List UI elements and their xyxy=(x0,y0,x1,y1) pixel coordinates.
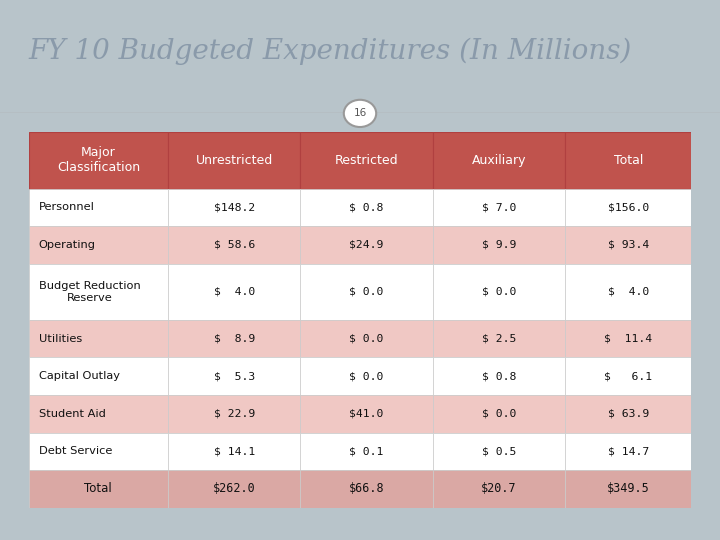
Text: $ 22.9: $ 22.9 xyxy=(214,409,255,419)
Bar xyxy=(168,132,300,188)
Text: $20.7: $20.7 xyxy=(481,482,517,495)
Text: $ 0.8: $ 0.8 xyxy=(482,371,516,381)
Bar xyxy=(433,357,565,395)
Text: $  4.0: $ 4.0 xyxy=(608,287,649,297)
Text: $  4.0: $ 4.0 xyxy=(214,287,255,297)
Text: $  5.3: $ 5.3 xyxy=(214,371,255,381)
Text: $ 0.0: $ 0.0 xyxy=(482,287,516,297)
Bar xyxy=(300,395,433,433)
Bar xyxy=(565,132,691,188)
Bar xyxy=(300,132,433,188)
Bar xyxy=(168,320,300,357)
Bar xyxy=(433,433,565,470)
Text: $ 63.9: $ 63.9 xyxy=(608,409,649,419)
Bar xyxy=(565,470,691,508)
Text: $349.5: $349.5 xyxy=(607,482,649,495)
Text: Debt Service: Debt Service xyxy=(39,446,112,456)
Text: $66.8: $66.8 xyxy=(348,482,384,495)
Bar xyxy=(168,357,300,395)
Text: Restricted: Restricted xyxy=(335,154,398,167)
Bar xyxy=(29,188,168,226)
Text: $ 14.7: $ 14.7 xyxy=(608,446,649,456)
Text: Student Aid: Student Aid xyxy=(39,409,106,419)
Text: $ 7.0: $ 7.0 xyxy=(482,202,516,212)
Text: 16: 16 xyxy=(354,109,366,118)
Text: $262.0: $262.0 xyxy=(213,482,256,495)
Text: $ 0.8: $ 0.8 xyxy=(349,202,384,212)
Text: $   6.1: $ 6.1 xyxy=(604,371,652,381)
Bar xyxy=(168,395,300,433)
Bar xyxy=(29,132,168,188)
Bar xyxy=(300,433,433,470)
Circle shape xyxy=(344,100,376,127)
Bar xyxy=(433,395,565,433)
Text: $ 93.4: $ 93.4 xyxy=(608,240,649,250)
Text: $156.0: $156.0 xyxy=(608,202,649,212)
Text: Auxiliary: Auxiliary xyxy=(472,154,526,167)
Bar xyxy=(168,188,300,226)
Text: $  11.4: $ 11.4 xyxy=(604,334,652,344)
Bar xyxy=(300,357,433,395)
Bar xyxy=(433,264,565,320)
Bar xyxy=(565,264,691,320)
Text: FY 10 Budgeted Expenditures (In Millions): FY 10 Budgeted Expenditures (In Millions… xyxy=(29,37,632,65)
Bar xyxy=(300,264,433,320)
Bar xyxy=(565,395,691,433)
Bar xyxy=(300,470,433,508)
Text: Budget Reduction
Reserve: Budget Reduction Reserve xyxy=(39,281,140,302)
Text: Utilities: Utilities xyxy=(39,334,82,344)
Bar xyxy=(29,357,168,395)
Text: $ 14.1: $ 14.1 xyxy=(214,446,255,456)
Bar xyxy=(565,320,691,357)
Text: Capital Outlay: Capital Outlay xyxy=(39,371,120,381)
Bar xyxy=(565,188,691,226)
Bar xyxy=(168,470,300,508)
Bar xyxy=(433,226,565,264)
Bar xyxy=(300,226,433,264)
Text: Total: Total xyxy=(84,482,112,495)
Text: $24.9: $24.9 xyxy=(349,240,384,250)
Bar xyxy=(29,264,168,320)
Bar xyxy=(433,320,565,357)
Text: Unrestricted: Unrestricted xyxy=(196,154,273,167)
Text: $41.0: $41.0 xyxy=(349,409,384,419)
Text: Operating: Operating xyxy=(39,240,96,250)
Text: Total: Total xyxy=(613,154,643,167)
Bar xyxy=(565,226,691,264)
Text: $148.2: $148.2 xyxy=(214,202,255,212)
Bar xyxy=(433,188,565,226)
Text: $ 2.5: $ 2.5 xyxy=(482,334,516,344)
Text: $ 0.0: $ 0.0 xyxy=(349,287,384,297)
Bar xyxy=(29,470,168,508)
Text: $ 0.0: $ 0.0 xyxy=(482,409,516,419)
Text: $ 9.9: $ 9.9 xyxy=(482,240,516,250)
Text: $ 0.0: $ 0.0 xyxy=(349,334,384,344)
Text: $  8.9: $ 8.9 xyxy=(214,334,255,344)
Text: $ 0.0: $ 0.0 xyxy=(349,371,384,381)
Bar xyxy=(433,132,565,188)
Text: $ 0.5: $ 0.5 xyxy=(482,446,516,456)
Bar xyxy=(565,433,691,470)
Bar xyxy=(29,433,168,470)
Bar xyxy=(565,357,691,395)
Text: Personnel: Personnel xyxy=(39,202,94,212)
Bar xyxy=(168,433,300,470)
Text: $ 58.6: $ 58.6 xyxy=(214,240,255,250)
Bar xyxy=(433,470,565,508)
Bar xyxy=(168,264,300,320)
Bar xyxy=(29,226,168,264)
Bar xyxy=(168,226,300,264)
Text: Major
Classification: Major Classification xyxy=(57,146,140,174)
Text: $ 0.1: $ 0.1 xyxy=(349,446,384,456)
Bar xyxy=(29,395,168,433)
Bar xyxy=(300,320,433,357)
Bar xyxy=(29,320,168,357)
Bar xyxy=(300,188,433,226)
